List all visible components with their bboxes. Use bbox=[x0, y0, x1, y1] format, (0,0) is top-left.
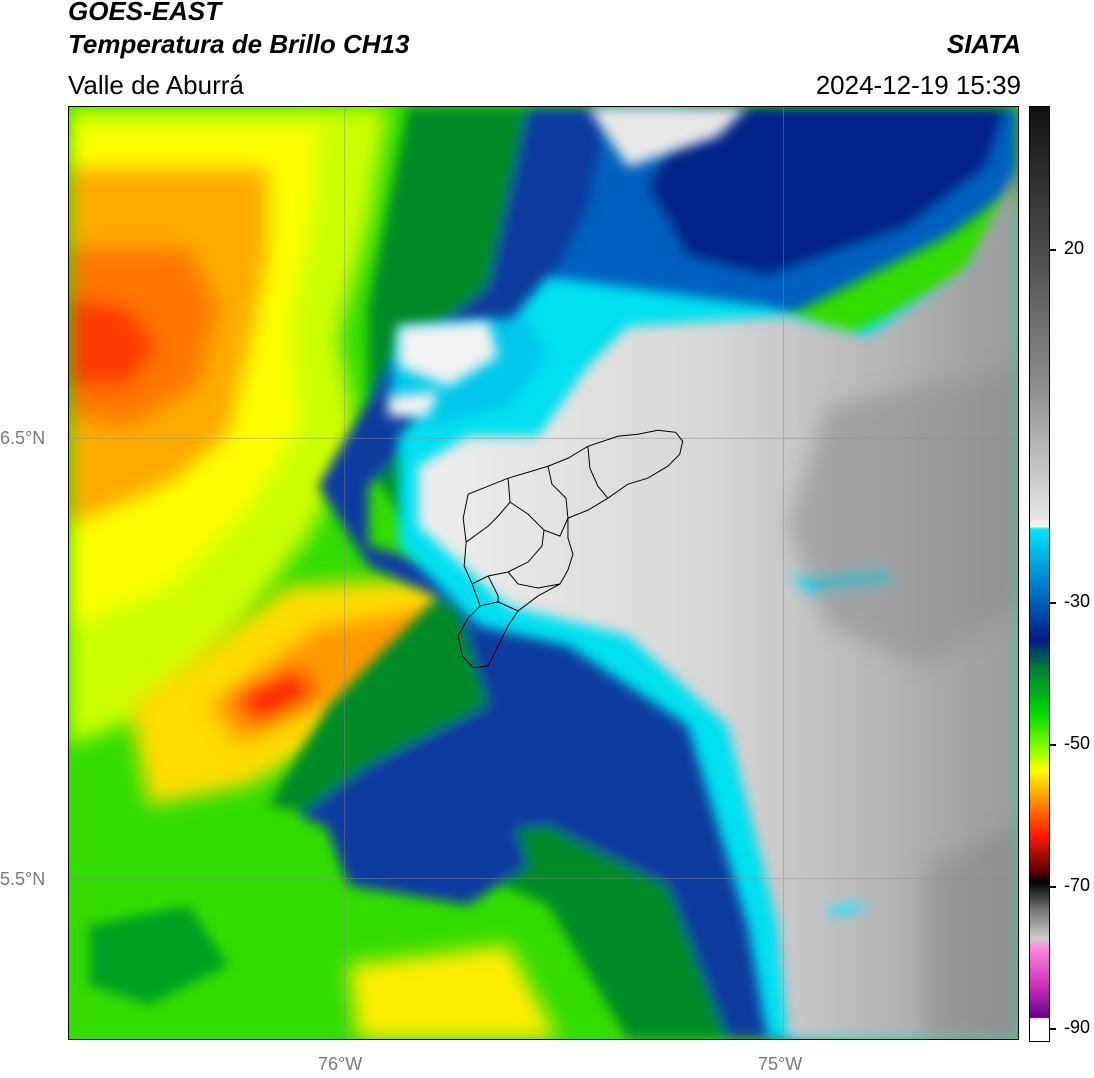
cbar-tick-neg90 bbox=[1050, 1028, 1056, 1030]
cbar-label-neg70: -70 bbox=[1064, 875, 1091, 895]
clear-sky-darker bbox=[787, 366, 1018, 1039]
municipality-boundaries bbox=[457, 429, 684, 669]
lat-label-6-5: 6.5°N bbox=[0, 428, 46, 448]
lon-label-76: 76°W bbox=[318, 1054, 363, 1074]
cbar-tick-neg70 bbox=[1050, 886, 1056, 888]
timestamp-label: 2024-12-19 15:39 bbox=[815, 70, 1021, 100]
lat-label-5-5: 5.5°N bbox=[0, 869, 46, 889]
satellite-imagery bbox=[69, 107, 1018, 1039]
cbar-label-neg50: -50 bbox=[1064, 733, 1091, 753]
cbar-label-20: 20 bbox=[1064, 238, 1085, 258]
cbar-tick-neg50 bbox=[1050, 744, 1056, 746]
satellite-title: GOES-EAST bbox=[68, 0, 222, 26]
cbar-label-neg30: -30 bbox=[1064, 591, 1091, 611]
cbar-tick-neg30 bbox=[1050, 602, 1056, 604]
organization-label: SIATA bbox=[946, 29, 1021, 59]
region-subtitle: Valle de Aburrá bbox=[68, 70, 244, 100]
temperature-colorbar bbox=[1029, 106, 1050, 1042]
cbar-label-neg90: -90 bbox=[1064, 1017, 1091, 1037]
cbar-tick-20 bbox=[1050, 249, 1056, 251]
cold-cloud-northeast bbox=[538, 107, 1018, 327]
gridlines bbox=[69, 107, 1018, 1039]
brightness-temperature-map bbox=[68, 106, 1019, 1040]
warm-cloud-southwest bbox=[128, 575, 558, 1039]
lon-label-75: 75°W bbox=[758, 1054, 803, 1074]
warm-cloud-west bbox=[69, 107, 389, 746]
product-title: Temperatura de Brillo CH13 bbox=[68, 29, 410, 59]
